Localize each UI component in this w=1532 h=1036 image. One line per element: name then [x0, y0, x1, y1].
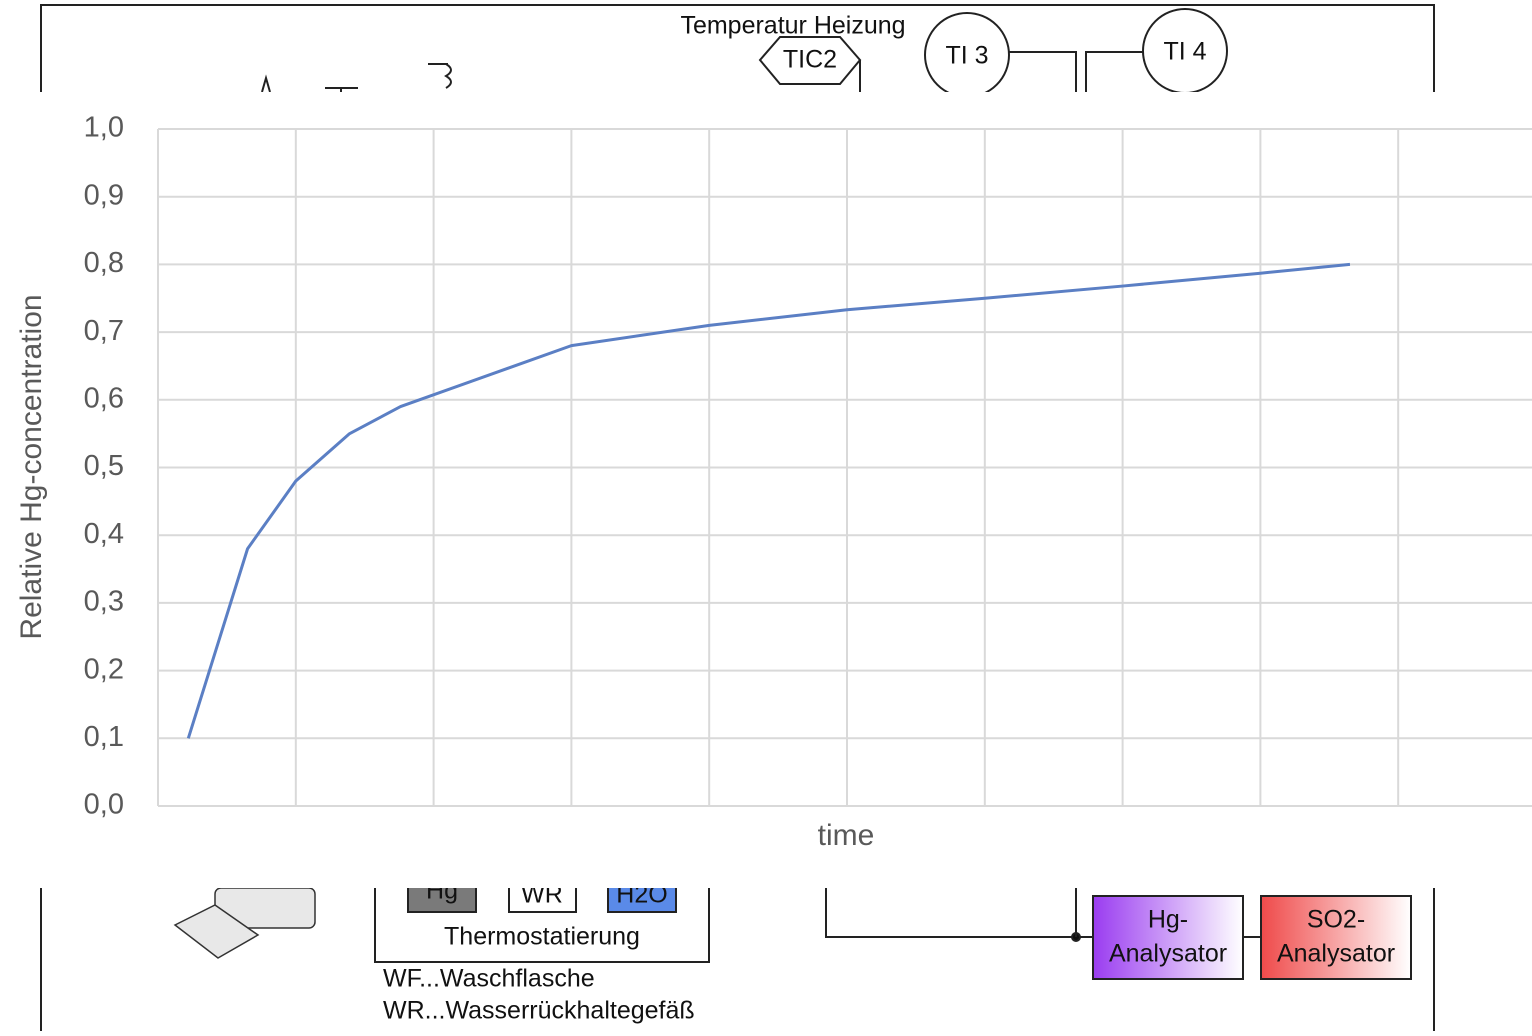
data-line: [186, 262, 1351, 739]
y-axis-label: Relative Hg-concentration: [15, 294, 48, 639]
y-tick-label: 0,1: [84, 721, 124, 753]
y-tick-label: 0,4: [84, 518, 124, 550]
x-axis-label: time: [818, 819, 875, 852]
legend-text: WF...Waschflasche: [383, 965, 595, 993]
thermostat-label: Thermostatierung: [444, 923, 640, 951]
y-tick-label: 0,8: [84, 247, 124, 279]
analyzer-label: Analysator: [1277, 940, 1395, 968]
y-tick-label: 0,9: [84, 179, 124, 211]
heater-label: Temperatur Heizung: [680, 12, 905, 40]
chart-background: [0, 92, 1532, 888]
y-tick-label: 0,3: [84, 586, 124, 618]
chart: 0,0 0,1 0,2 0,3 0,4 0,5 0,6 0,7 0,8 0,9 1,0: [84, 112, 1532, 821]
y-tick-label: 0,2: [84, 653, 124, 685]
y-tick-label: 0,7: [84, 315, 124, 347]
legend-text: WR...Wasserrückhaltegefäß: [383, 997, 695, 1025]
analyzer-label: SO2-: [1307, 906, 1365, 934]
tic-label: TIC2: [783, 46, 837, 74]
y-tick-label: 1,0: [84, 112, 124, 144]
y-tick-label: 0,5: [84, 450, 124, 482]
ti-label: TI 3: [945, 42, 988, 70]
ti-label: TI 4: [1163, 38, 1206, 66]
y-tick-label: 0,0: [84, 789, 124, 821]
analyzer-label: Hg-: [1148, 906, 1188, 934]
y-tick-label: 0,6: [84, 382, 124, 414]
diagram-top: [40, 4, 1435, 98]
analyzer-label: Analysator: [1109, 940, 1227, 968]
